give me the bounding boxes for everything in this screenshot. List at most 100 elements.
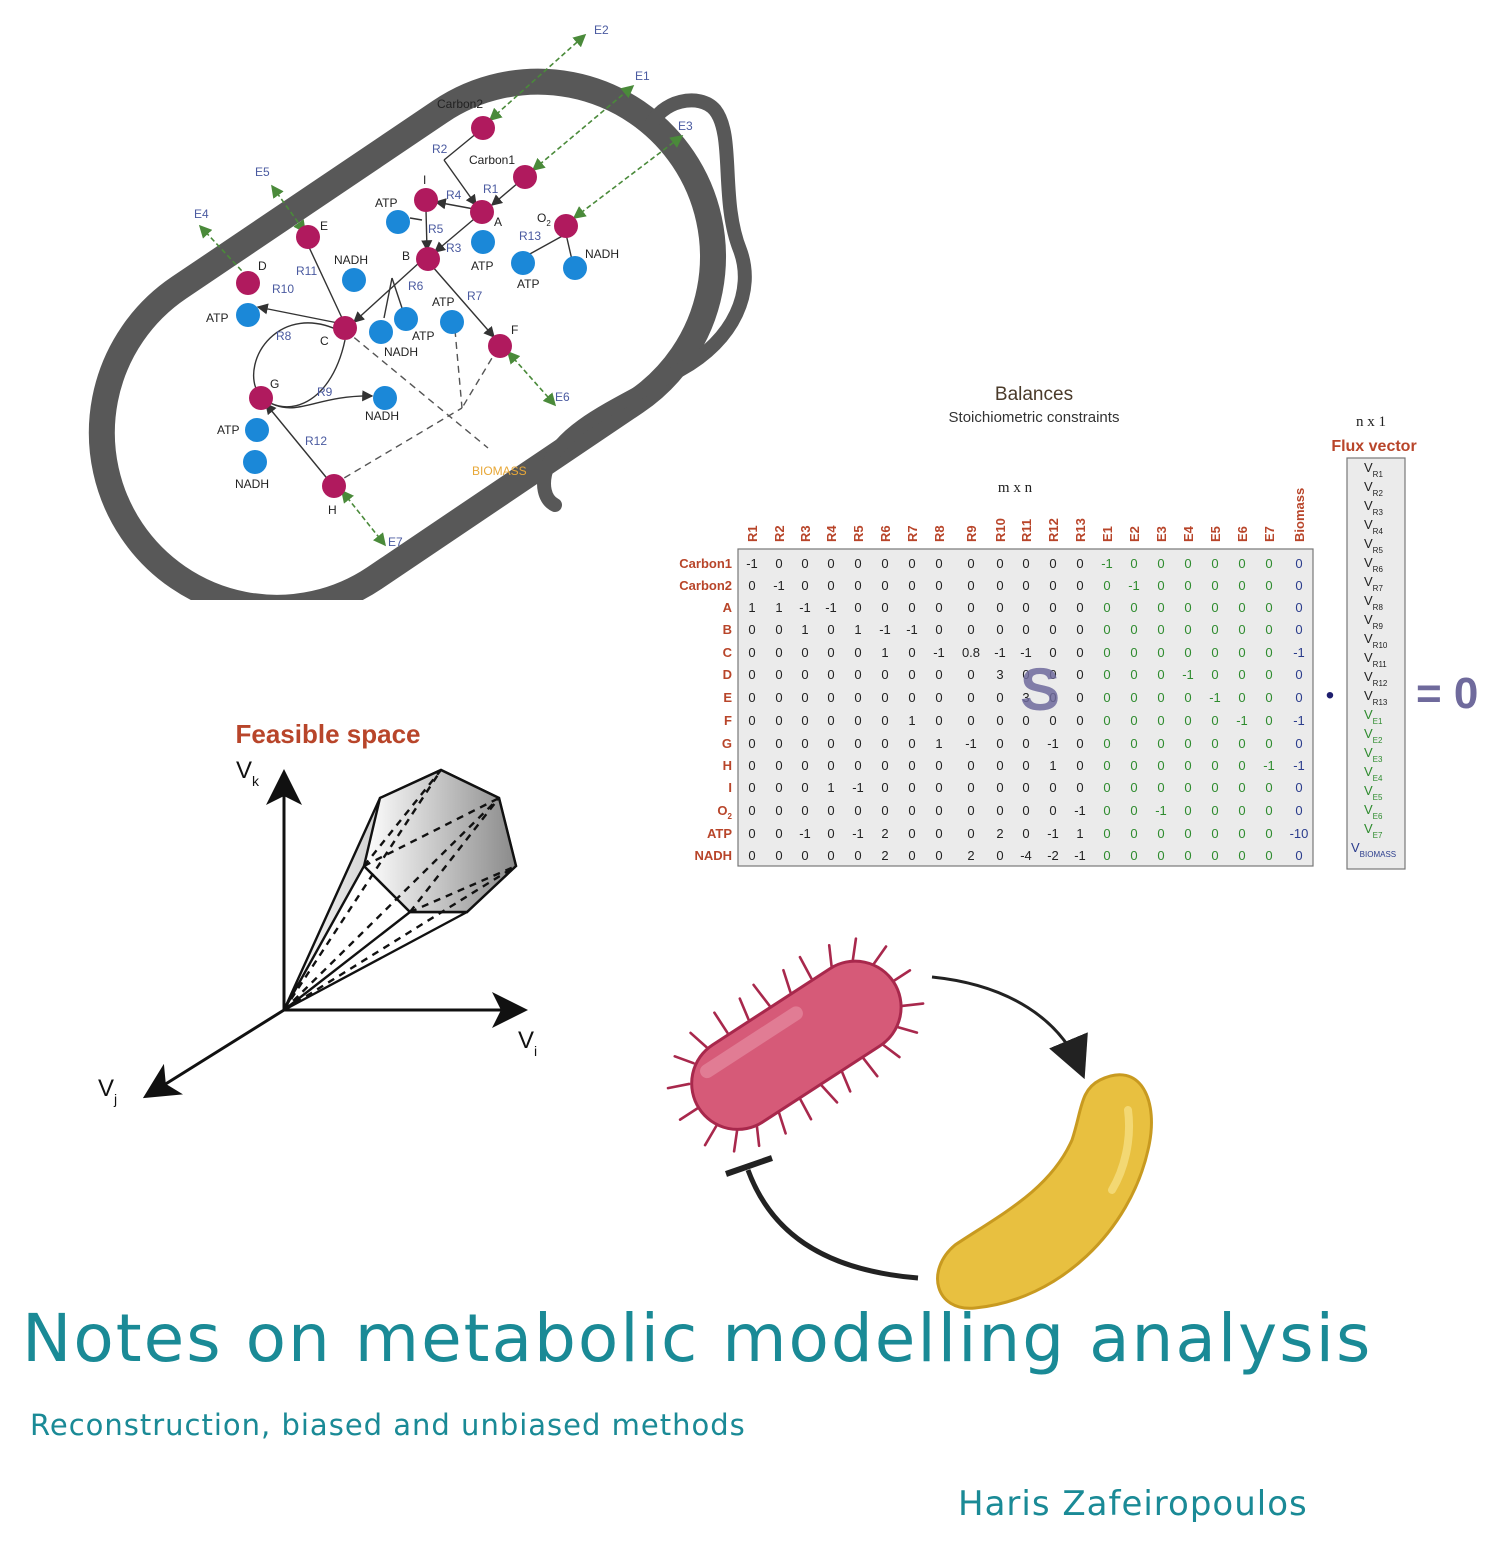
matrix-cell: 0: [1076, 667, 1083, 682]
matrix-cell: 0: [748, 667, 755, 682]
row-label-h: H: [723, 758, 732, 773]
matrix-cell: -1: [1293, 645, 1305, 660]
matrix-cell: 1: [881, 645, 888, 660]
column-header-e2: E2: [1127, 526, 1142, 542]
label-carbon1: Carbon1: [469, 153, 515, 167]
matrix-cell: 0: [1130, 736, 1137, 751]
matrix-cell: 0: [1265, 690, 1272, 705]
author-name: Haris Zafeiropoulos: [958, 1484, 1308, 1524]
matrix-cell: 0: [1130, 622, 1137, 637]
matrix-cell: 0: [1076, 758, 1083, 773]
matrix-cell: 0: [1130, 848, 1137, 863]
matrix-cell: 0: [1295, 780, 1302, 795]
flux-entry: VE6: [1364, 802, 1383, 821]
label-i: I: [423, 173, 426, 187]
column-header-biomass: Biomass: [1292, 488, 1307, 542]
matrix-cell: -1: [1074, 848, 1086, 863]
matrix-cell: 0: [854, 556, 861, 571]
matrix-cell: 0: [1022, 736, 1029, 751]
matrix-cell: 0: [1265, 667, 1272, 682]
label-carbon2: Carbon2: [437, 97, 483, 111]
matrix-cell: 0: [1295, 667, 1302, 682]
matrix-cell: 1: [854, 622, 861, 637]
matrix-cell: 0: [1157, 690, 1164, 705]
matrix-cell: 0: [1049, 556, 1056, 571]
exchange-arrows: [198, 33, 684, 547]
flux-entry: VR8: [1364, 593, 1383, 612]
matrix-cell: 0: [1130, 803, 1137, 818]
matrix-cell: 0: [881, 758, 888, 773]
matrix-cell: 0: [1238, 600, 1245, 615]
matrix-cell: 0: [775, 622, 782, 637]
row-label-carbon1: Carbon1: [679, 556, 732, 571]
feasible-space-title: Feasible space: [236, 719, 421, 749]
matrix-cell: 0: [1130, 758, 1137, 773]
matrix-cell: 0: [1295, 803, 1302, 818]
axis-i-label: Vi: [518, 1027, 537, 1059]
svg-text:NADH: NADH: [365, 409, 399, 423]
flux-entry: VR2: [1364, 479, 1383, 498]
matrix-cell: 0: [1130, 713, 1137, 728]
matrix-cell: 1: [748, 600, 755, 615]
flux-entry: VR7: [1364, 574, 1383, 593]
matrix-cell: 0: [1265, 848, 1272, 863]
svg-text:E7: E7: [388, 535, 403, 549]
matrix-cell: 0: [775, 556, 782, 571]
balances-subtitle: Stoichiometric constraints: [949, 409, 1120, 426]
matrix-cell: 0: [967, 758, 974, 773]
matrix-cell: 0: [881, 736, 888, 751]
matrix-cell: 0: [854, 600, 861, 615]
matrix-cell: 0: [801, 736, 808, 751]
matrix-cell: 0: [1184, 826, 1191, 841]
matrix-cell: 0: [1157, 713, 1164, 728]
matrix-cell: 0: [1238, 690, 1245, 705]
microbe-interaction-illustration: [666, 937, 1153, 1310]
matrix-cell: 0: [801, 578, 808, 593]
matrix-cell: 1: [935, 736, 942, 751]
matrix-cell: 0: [1049, 713, 1056, 728]
metabolic-network-cell-diagram: Carbon2 Carbon1 I A O2 B E D C F G H ATP…: [88, 23, 752, 600]
matrix-cell: -1: [1209, 690, 1221, 705]
matrix-cell: 0: [996, 713, 1003, 728]
svg-text:ATP: ATP: [517, 277, 539, 291]
matrix-cell: 0: [1265, 780, 1272, 795]
matrix-cell: 0: [1157, 848, 1164, 863]
node-o2: [554, 214, 578, 238]
inhibition-bar: [725, 1155, 773, 1177]
svg-text:ATP: ATP: [471, 259, 493, 273]
matrix-cell: 0: [1049, 803, 1056, 818]
matrix-cell: 1: [1076, 826, 1083, 841]
matrix-cell: 0: [1184, 600, 1191, 615]
matrix-cell: 0: [748, 713, 755, 728]
matrix-cell: 0: [935, 803, 942, 818]
svg-text:R5: R5: [428, 222, 444, 236]
matrix-cell: -10: [1290, 826, 1309, 841]
matrix-cell: 0: [1238, 622, 1245, 637]
matrix-cell: 0: [1184, 645, 1191, 660]
matrix-cell: 0: [908, 667, 915, 682]
matrix-cell: 0: [1211, 826, 1218, 841]
matrix-cell: 0: [1184, 803, 1191, 818]
svg-text:ATP: ATP: [432, 295, 454, 309]
matrix-cell: 0: [996, 622, 1003, 637]
matrix-cell: -1: [906, 622, 918, 637]
matrix-cell: 0: [1184, 713, 1191, 728]
row-label-c: C: [723, 645, 733, 660]
matrix-cell: 0: [801, 667, 808, 682]
flux-entry: VR5: [1364, 536, 1383, 555]
svg-text:E3: E3: [678, 119, 693, 133]
matrix-cell: 0: [801, 556, 808, 571]
matrix-cell: 0: [827, 667, 834, 682]
matrix-cell: 0: [1295, 690, 1302, 705]
matrix-cell: 0: [1157, 600, 1164, 615]
column-header-r6: R6: [878, 525, 893, 542]
matrix-cell: -1: [1047, 826, 1059, 841]
inhibition-line: [745, 1169, 919, 1281]
matrix-cell: 0: [1103, 848, 1110, 863]
matrix-cell: 0: [801, 758, 808, 773]
matrix-cell: 0: [1076, 713, 1083, 728]
svg-text:E1: E1: [635, 69, 650, 83]
node-g: [249, 386, 273, 410]
matrix-cell: 0: [1211, 600, 1218, 615]
matrix-cell: 0: [1265, 713, 1272, 728]
